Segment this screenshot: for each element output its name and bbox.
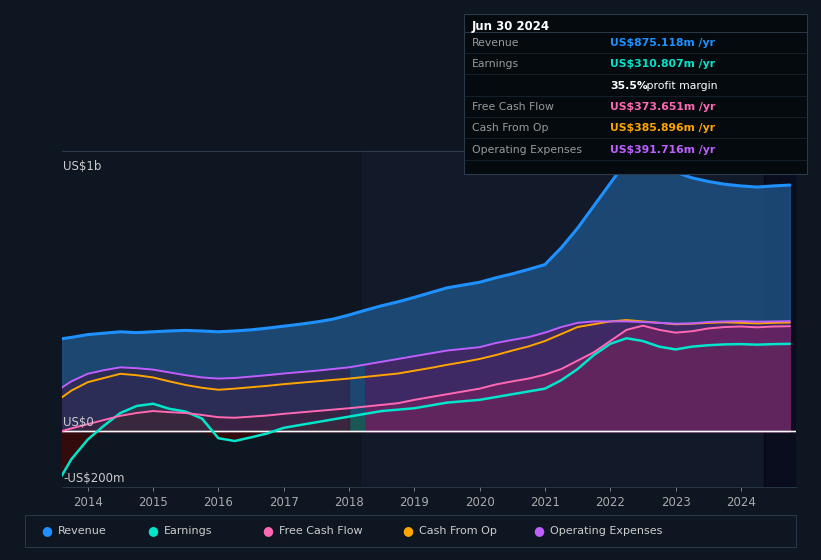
Text: Free Cash Flow: Free Cash Flow — [279, 526, 363, 536]
Text: ●: ● — [41, 524, 52, 538]
Text: Operating Expenses: Operating Expenses — [472, 144, 582, 155]
Text: US$0: US$0 — [63, 416, 94, 429]
Text: Revenue: Revenue — [57, 526, 106, 536]
Text: US$875.118m /yr: US$875.118m /yr — [610, 38, 715, 48]
Text: US$373.651m /yr: US$373.651m /yr — [610, 102, 715, 112]
Text: US$1b: US$1b — [63, 160, 101, 172]
Text: Earnings: Earnings — [164, 526, 213, 536]
Text: US$310.807m /yr: US$310.807m /yr — [610, 59, 715, 69]
Text: -US$200m: -US$200m — [63, 472, 124, 485]
Text: Cash From Op: Cash From Op — [472, 123, 548, 133]
Text: Cash From Op: Cash From Op — [419, 526, 497, 536]
Text: 35.5%: 35.5% — [610, 81, 648, 91]
Text: Revenue: Revenue — [472, 38, 520, 48]
Text: US$385.896m /yr: US$385.896m /yr — [610, 123, 715, 133]
Text: ●: ● — [263, 524, 273, 538]
Text: ●: ● — [148, 524, 158, 538]
Text: profit margin: profit margin — [643, 81, 718, 91]
Text: Operating Expenses: Operating Expenses — [550, 526, 663, 536]
Bar — [362, 151, 796, 487]
Bar — [764, 151, 796, 487]
Text: ●: ● — [534, 524, 544, 538]
Text: Free Cash Flow: Free Cash Flow — [472, 102, 554, 112]
Text: Earnings: Earnings — [472, 59, 519, 69]
Text: Jun 30 2024: Jun 30 2024 — [472, 20, 550, 33]
Text: ●: ● — [402, 524, 413, 538]
Text: US$391.716m /yr: US$391.716m /yr — [610, 144, 715, 155]
